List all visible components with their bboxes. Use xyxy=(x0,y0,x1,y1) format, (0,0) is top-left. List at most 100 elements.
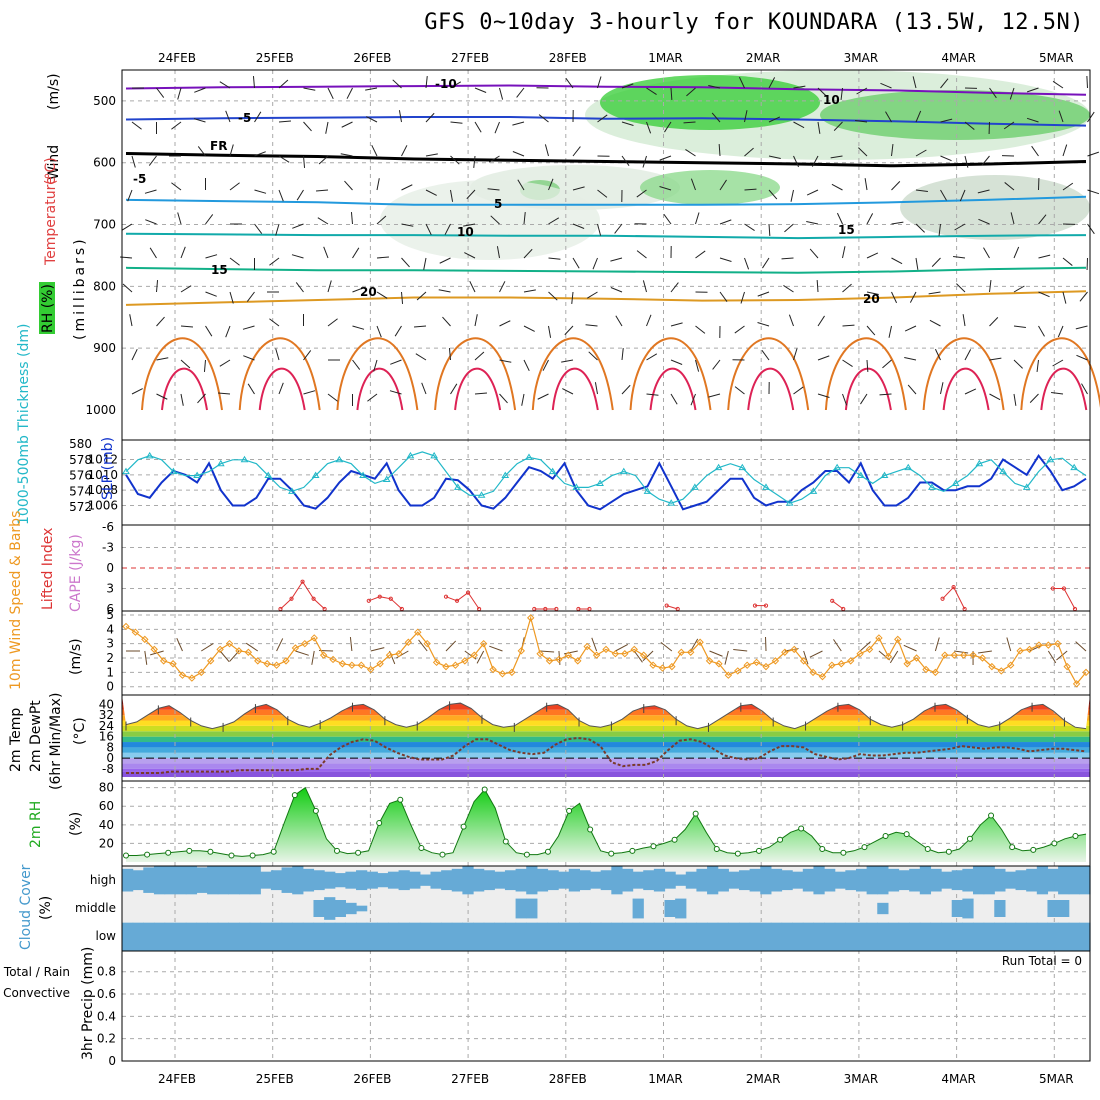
thickness-marker xyxy=(714,463,723,471)
wind-barb xyxy=(145,219,157,225)
wind-barb xyxy=(1013,393,1017,406)
isotherm-label: FR xyxy=(210,139,227,153)
cloud-bar-high xyxy=(366,871,378,889)
wind-barb xyxy=(439,257,451,264)
wind-speed-marker xyxy=(602,645,610,654)
cloud-bar-high xyxy=(324,871,336,889)
wind-barb xyxy=(414,325,427,328)
cloud-tick: middle xyxy=(75,901,116,915)
wind-barb xyxy=(719,179,727,191)
rh-point xyxy=(1072,832,1079,839)
wind-barb xyxy=(719,291,728,303)
wind-barb-10m xyxy=(615,643,629,652)
wind-speed-marker xyxy=(978,654,987,662)
wind-barb xyxy=(685,149,696,157)
wind-barb xyxy=(744,257,750,270)
lifted-index-point xyxy=(465,590,471,595)
rh-point xyxy=(397,796,404,803)
cloud-bar-high xyxy=(473,868,485,892)
wind-barb xyxy=(1086,75,1088,89)
wind-barb xyxy=(882,359,892,369)
wind-barb-10m xyxy=(201,643,214,652)
cloud-bar-low xyxy=(260,922,272,951)
lifted-index-line xyxy=(280,580,325,610)
wind-barb xyxy=(959,189,966,202)
wind-speed-marker xyxy=(875,634,883,642)
cloud-bar-high xyxy=(270,870,283,891)
wind-barb xyxy=(371,144,378,157)
rh-point xyxy=(523,851,530,858)
isotherm-line xyxy=(125,116,1087,127)
cloud-bar-low xyxy=(239,922,251,951)
wind-barb xyxy=(398,110,402,123)
wind-speed-marker xyxy=(574,657,582,665)
wind-barb xyxy=(474,351,485,361)
cloud-bar-low xyxy=(143,922,155,951)
wind-tick: 1 xyxy=(106,665,114,679)
lifted-index-line xyxy=(368,596,403,610)
wind-barb xyxy=(512,151,525,157)
wind-barb xyxy=(670,87,673,101)
wind-barb-10m xyxy=(709,650,723,657)
thickness-marker xyxy=(596,479,604,486)
cloud-bar-low xyxy=(153,922,166,951)
wind-barb-10m xyxy=(349,637,353,652)
wind-barb xyxy=(842,246,846,259)
wind-barb xyxy=(690,178,696,191)
precip-tick: 0.8 xyxy=(97,965,116,979)
cloud-bar-high xyxy=(132,870,144,891)
cloud-bar-high xyxy=(153,866,166,895)
wind-barb xyxy=(243,355,255,361)
cloud-bar-low xyxy=(281,922,293,951)
wind-barb xyxy=(252,76,255,89)
wind-barb xyxy=(327,318,338,327)
wind-speed-marker xyxy=(451,661,460,669)
wind-barb-10m xyxy=(418,639,428,652)
wind-barb xyxy=(597,76,602,89)
wind-speed-marker xyxy=(131,628,140,636)
wind-barb xyxy=(866,213,874,225)
cloud-bar-high xyxy=(590,871,602,889)
wind-barb-10m xyxy=(903,644,917,652)
cloud-bar-high xyxy=(1068,866,1080,895)
cloud-bar-low xyxy=(781,922,793,951)
wind-speed-marker xyxy=(583,642,591,651)
cloud-bar-high xyxy=(1058,866,1070,895)
wind-barb xyxy=(956,283,966,293)
cloud-bar-low xyxy=(196,922,208,951)
wind-barb xyxy=(1087,111,1095,123)
x-tick-label-bottom: 2MAR xyxy=(746,1072,781,1086)
wind-barb xyxy=(254,151,266,157)
thickness-marker xyxy=(264,471,273,479)
wind-barb xyxy=(193,118,206,123)
cloud-bar-high xyxy=(526,866,538,895)
x-tick-label-top: 2MAR xyxy=(746,51,781,65)
wind-speed-marker xyxy=(734,667,742,675)
wind-barb xyxy=(768,116,781,123)
thickness-marker xyxy=(240,455,249,463)
cloud-tick: high xyxy=(90,873,116,887)
wind-speed-marker xyxy=(668,662,676,671)
thickness-marker xyxy=(928,483,936,490)
cloud-bar-high xyxy=(898,870,910,891)
cloud-bar-middle xyxy=(356,905,368,912)
cloud-bar-low xyxy=(632,922,644,951)
wind-speed-marker xyxy=(216,645,224,654)
dewpoint-line xyxy=(126,736,1087,774)
temp-color-band xyxy=(122,752,1090,759)
panel-frame-slp xyxy=(121,439,1091,526)
cloud-bar-high xyxy=(239,866,251,895)
wind-barb xyxy=(817,315,825,327)
wind-barb xyxy=(817,121,821,134)
thickness-marker xyxy=(1070,463,1079,471)
cloud-bar-high xyxy=(1004,871,1017,889)
wind-barb xyxy=(219,359,231,367)
wind-barb xyxy=(719,257,732,262)
cloud-bar-low xyxy=(270,922,283,951)
cloud-bar-high xyxy=(579,870,591,891)
temp-color-band xyxy=(122,771,1090,777)
rh-point xyxy=(544,848,551,855)
wind-barb xyxy=(390,359,402,365)
cloud-bar-high xyxy=(164,866,176,895)
rh-point xyxy=(1009,844,1016,851)
